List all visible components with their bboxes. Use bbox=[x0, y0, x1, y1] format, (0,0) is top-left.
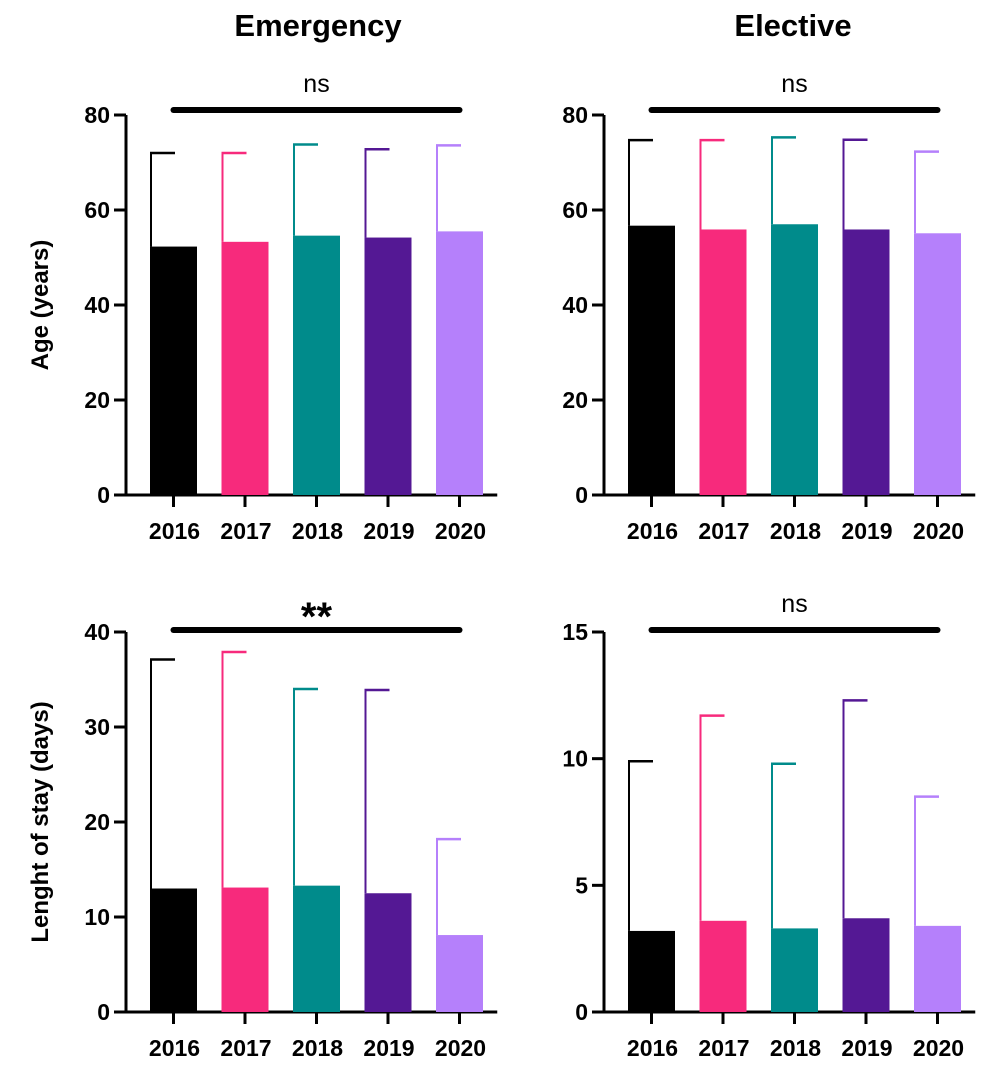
column-title-elective: Elective bbox=[734, 8, 852, 43]
x-tick-label-2018: 2018 bbox=[292, 1035, 343, 1061]
bar-2019 bbox=[364, 237, 412, 496]
x-tick-label-2016: 2016 bbox=[149, 1035, 200, 1061]
x-tick-label-2020: 2020 bbox=[913, 1035, 964, 1061]
y-tick-label: 20 bbox=[84, 809, 110, 835]
x-tick-label-2017: 2017 bbox=[698, 518, 749, 544]
bar-2020 bbox=[914, 925, 961, 1012]
significance-label: ** bbox=[301, 595, 333, 639]
y-tick-label: 80 bbox=[562, 102, 588, 128]
y-tick-label: 5 bbox=[575, 872, 588, 898]
x-tick-label-2018: 2018 bbox=[292, 518, 343, 544]
x-tick-label-2019: 2019 bbox=[363, 1035, 414, 1061]
x-tick-label-2017: 2017 bbox=[220, 1035, 271, 1061]
bar-2016 bbox=[628, 930, 675, 1012]
y-tick-label: 60 bbox=[562, 197, 588, 223]
y-tick-label: 20 bbox=[562, 387, 588, 413]
y-tick-label: 40 bbox=[562, 292, 588, 318]
x-tick-label-2017: 2017 bbox=[698, 1035, 749, 1061]
y-tick-label: 80 bbox=[84, 102, 110, 128]
bar-2018 bbox=[771, 224, 818, 495]
bar-2018 bbox=[293, 885, 340, 1012]
bar-2017 bbox=[699, 920, 747, 1012]
bar-2018 bbox=[771, 928, 818, 1012]
bar-2019 bbox=[842, 918, 890, 1012]
x-tick-label-2018: 2018 bbox=[770, 518, 821, 544]
column-title-emergency: Emergency bbox=[234, 8, 402, 43]
x-tick-label-2016: 2016 bbox=[149, 518, 200, 544]
y-tick-label: 20 bbox=[84, 387, 110, 413]
y-tick-label: 40 bbox=[84, 619, 110, 645]
y-tick-label: 10 bbox=[562, 746, 588, 772]
x-tick-label-2019: 2019 bbox=[363, 518, 414, 544]
y-tick-label: 10 bbox=[84, 904, 110, 930]
y-axis-title: Age (years) bbox=[27, 240, 54, 371]
bar-2020 bbox=[436, 935, 483, 1012]
significance-label: ns bbox=[781, 590, 807, 618]
bar-2019 bbox=[364, 893, 412, 1012]
chart-panel-1: 0 20 40 60 80 2016 2017 2018 2019 2020 ns Age (year… bbox=[27, 70, 498, 544]
y-tick-label: 15 bbox=[562, 619, 588, 645]
x-tick-label-2020: 2020 bbox=[435, 1035, 486, 1061]
bar-2016 bbox=[150, 888, 197, 1012]
y-tick-label: 0 bbox=[575, 999, 588, 1025]
x-tick-label-2018: 2018 bbox=[770, 1035, 821, 1061]
bar-2018 bbox=[293, 235, 340, 495]
x-tick-label-2016: 2016 bbox=[627, 518, 678, 544]
chart-panel-4: 0 5 10 15 2016 2017 2018 2019 2020 ns bbox=[562, 590, 976, 1061]
significance-label: ns bbox=[303, 70, 329, 98]
x-tick-label-2020: 2020 bbox=[435, 518, 486, 544]
bar-2019 bbox=[842, 229, 890, 495]
y-tick-label: 60 bbox=[84, 197, 110, 223]
y-tick-label: 0 bbox=[575, 482, 588, 508]
bar-2020 bbox=[436, 231, 483, 495]
chart-panel-3: 0 10 20 30 40 2016 2017 2018 2019 2020 ** Lenght of… bbox=[27, 595, 498, 1061]
y-axis-title: Lenght of stay (days) bbox=[27, 701, 54, 942]
bar-2017 bbox=[699, 229, 747, 495]
x-tick-label-2016: 2016 bbox=[627, 1035, 678, 1061]
x-tick-label-2017: 2017 bbox=[220, 518, 271, 544]
bar-2016 bbox=[628, 225, 675, 496]
y-tick-label: 30 bbox=[84, 714, 110, 740]
x-tick-label-2019: 2019 bbox=[841, 1035, 892, 1061]
x-tick-label-2019: 2019 bbox=[841, 518, 892, 544]
x-tick-label-2020: 2020 bbox=[913, 518, 964, 544]
y-tick-label: 0 bbox=[97, 999, 110, 1025]
significance-label: ns bbox=[781, 70, 807, 98]
bar-2017 bbox=[221, 241, 269, 495]
bar-2017 bbox=[221, 887, 269, 1012]
bar-2020 bbox=[914, 233, 961, 495]
y-tick-label: 0 bbox=[97, 482, 110, 508]
chart-panel-2: 0 20 40 60 80 2016 2017 2018 2019 2020 ns bbox=[562, 70, 976, 544]
y-tick-label: 40 bbox=[84, 292, 110, 318]
bar-2016 bbox=[150, 246, 197, 495]
